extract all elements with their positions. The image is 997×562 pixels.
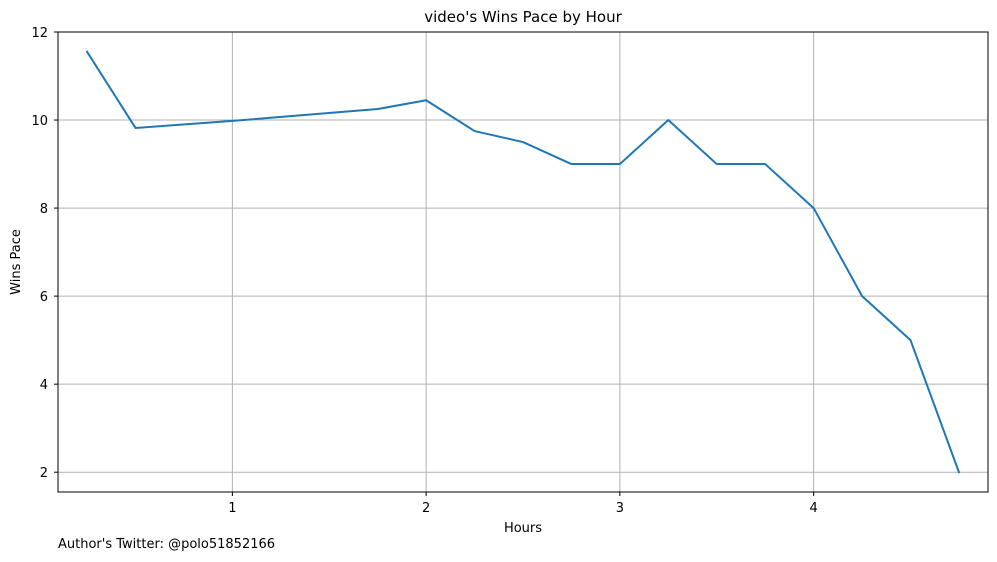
x-axis-label: Hours (504, 521, 542, 536)
x-tick-label: 4 (809, 501, 817, 516)
grid-lines (58, 31, 988, 492)
author-credit: Author's Twitter: @polo51852166 (58, 537, 276, 552)
series-line (85, 50, 961, 474)
y-tick-label: 8 (40, 202, 48, 217)
y-axis-label: Wins Pace (9, 229, 24, 295)
chart-title: video's Wins Pace by Hour (424, 8, 622, 26)
x-tick-label: 3 (616, 501, 624, 516)
y-tick-label: 6 (40, 290, 48, 305)
plot-area-frame (57, 31, 989, 493)
y-tick-label: 4 (40, 378, 48, 393)
y-tick-label: 2 (40, 466, 48, 481)
y-tick-label: 10 (31, 114, 48, 129)
x-tick-label: 2 (422, 501, 430, 516)
x-tick-label: 1 (228, 501, 236, 516)
y-tick-label: 12 (31, 26, 48, 41)
series-layer (85, 50, 961, 474)
